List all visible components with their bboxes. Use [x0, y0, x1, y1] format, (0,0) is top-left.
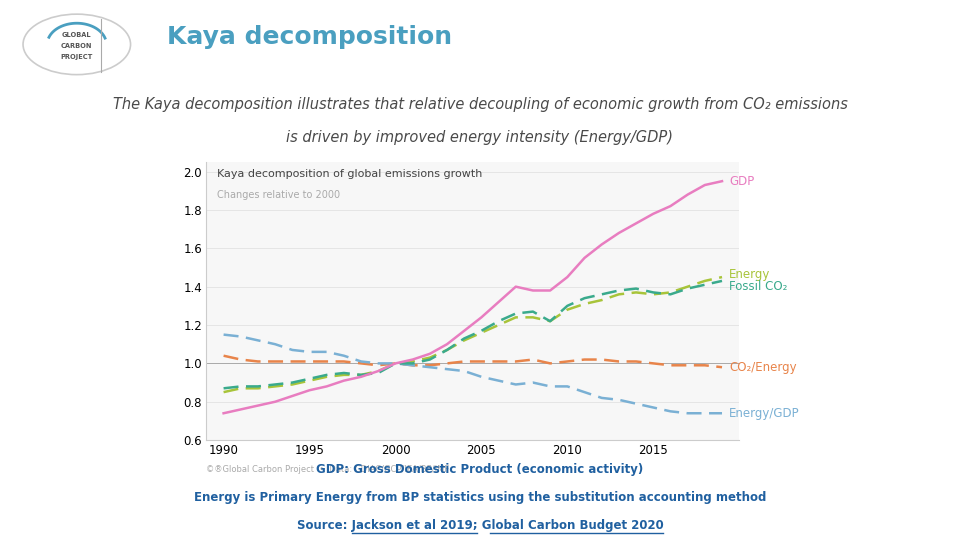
Text: CARBON: CARBON: [61, 43, 92, 49]
Text: Energy is Primary Energy from BP statistics using the substitution accounting me: Energy is Primary Energy from BP statist…: [194, 491, 766, 504]
Text: is driven by improved energy intensity (Energy/GDP): is driven by improved energy intensity (…: [286, 130, 674, 145]
Text: Fossil CO₂: Fossil CO₂: [729, 280, 787, 293]
Text: PROJECT: PROJECT: [60, 54, 93, 60]
Text: GLOBAL: GLOBAL: [62, 31, 91, 38]
Text: Kaya decomposition of global emissions growth: Kaya decomposition of global emissions g…: [217, 169, 483, 179]
Text: Energy: Energy: [729, 268, 770, 281]
Text: GDP: Gross Domestic Product (economic activity): GDP: Gross Domestic Product (economic ac…: [317, 462, 643, 476]
Text: ©®Global Carbon Project  •  Data: CDIAC/GCP/IEA/BP/IMF: ©®Global Carbon Project • Data: CDIAC/GC…: [206, 465, 449, 474]
Text: Changes relative to 2000: Changes relative to 2000: [217, 190, 340, 200]
Text: GDP: GDP: [729, 174, 755, 188]
Text: CO₂/Energy: CO₂/Energy: [729, 361, 797, 374]
Text: Energy/GDP: Energy/GDP: [729, 407, 800, 420]
Text: The Kaya decomposition illustrates that relative decoupling of economic growth f: The Kaya decomposition illustrates that …: [112, 97, 848, 112]
Text: Kaya decomposition: Kaya decomposition: [167, 25, 452, 49]
Text: Source: Jackson et al 2019; Global Carbon Budget 2020: Source: Jackson et al 2019; Global Carbo…: [297, 519, 663, 532]
